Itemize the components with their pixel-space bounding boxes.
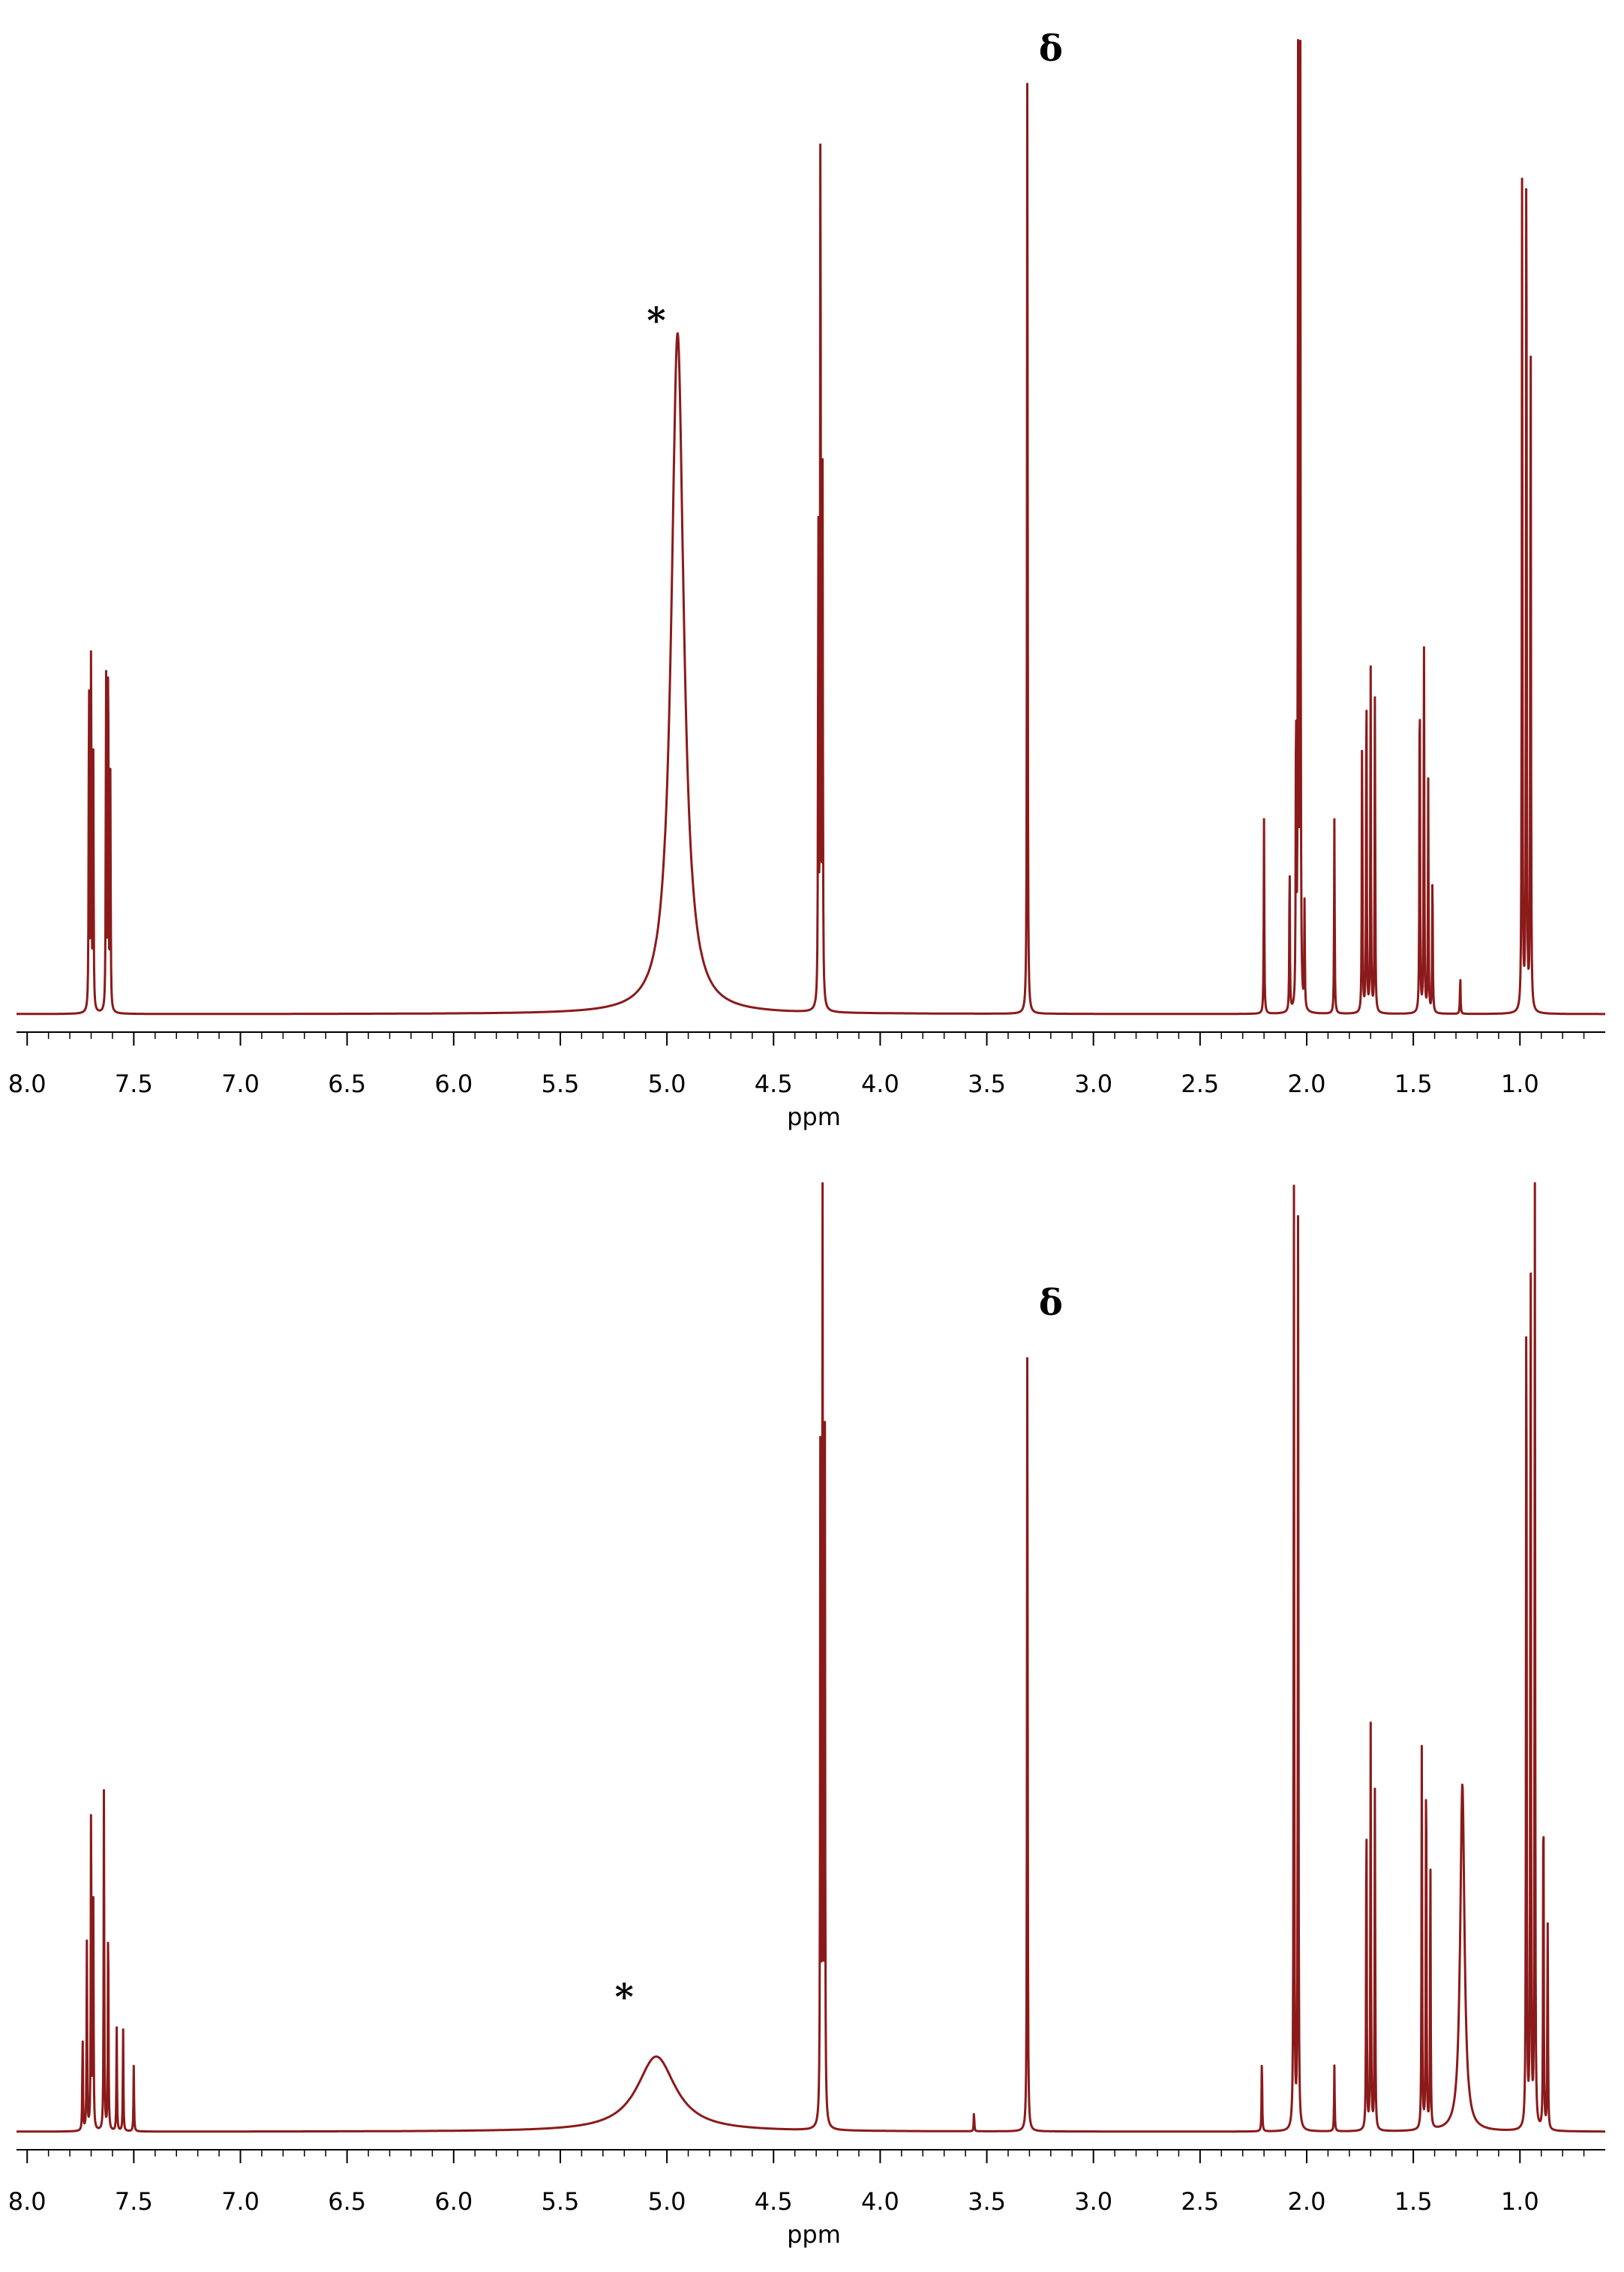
x-tick-label: 7.5 bbox=[115, 2187, 153, 2216]
x-tick-label: 5.5 bbox=[542, 1070, 580, 1098]
x-tick-label: 1.0 bbox=[1501, 1070, 1539, 1098]
spectrum-trace bbox=[16, 1182, 1606, 2133]
x-axis-title: ppm bbox=[787, 1103, 841, 1131]
x-tick-label: 7.5 bbox=[115, 1070, 153, 1098]
x-tick-label: 1.0 bbox=[1501, 2187, 1539, 2216]
x-tick-label: 2.0 bbox=[1288, 2187, 1326, 2216]
asterisk-annotation: * bbox=[647, 300, 665, 342]
x-tick-label: 6.0 bbox=[434, 2187, 473, 2216]
x-tick-label: 6.5 bbox=[328, 2187, 366, 2216]
x-axis-title: ppm bbox=[787, 2220, 841, 2249]
x-tick-label: 6.5 bbox=[328, 1070, 366, 1098]
x-tick-label: 3.5 bbox=[968, 2187, 1006, 2216]
x-tick-label: 4.5 bbox=[755, 2187, 793, 2216]
asterisk-annotation: * bbox=[615, 1976, 634, 2018]
x-tick-label: 8.0 bbox=[8, 1070, 47, 1098]
x-tick-label: 5.0 bbox=[648, 1070, 686, 1098]
x-tick-label: 7.0 bbox=[221, 1070, 260, 1098]
x-tick-label: 6.0 bbox=[434, 1070, 473, 1098]
x-tick-label: 3.5 bbox=[968, 1070, 1006, 1098]
x-tick-label: 2.5 bbox=[1181, 2187, 1219, 2216]
x-tick-label: 8.0 bbox=[8, 2187, 47, 2216]
spectrum-panel-top: 8.0 7.5 7.0 6.5 6.0 5.5 5.0 4.5 4.0 3.5 3.0 2.5 2.0 1… bbox=[8, 28, 1606, 1131]
delta-annotation: δ bbox=[1039, 1282, 1063, 1324]
x-tick-label: 2.0 bbox=[1288, 1070, 1326, 1098]
delta-annotation: δ bbox=[1039, 28, 1063, 70]
x-tick-label: 1.5 bbox=[1394, 2187, 1433, 2216]
x-tick-label: 3.0 bbox=[1074, 2187, 1112, 2216]
x-tick-label: 7.0 bbox=[221, 2187, 260, 2216]
x-tick-label: 4.5 bbox=[755, 1070, 793, 1098]
x-tick-label: 1.5 bbox=[1394, 1070, 1433, 1098]
x-tick-label: 2.5 bbox=[1181, 1070, 1219, 1098]
x-tick-label: 4.0 bbox=[861, 2187, 899, 2216]
spectrum-trace bbox=[16, 39, 1606, 1016]
x-tick-label: 4.0 bbox=[861, 1070, 899, 1098]
x-tick-label: 5.5 bbox=[542, 2187, 580, 2216]
x-tick-label: 5.0 bbox=[648, 2187, 686, 2216]
x-tick-label: 3.0 bbox=[1074, 1070, 1112, 1098]
spectrum-panel-bottom: 8.0 7.5 7.0 6.5 6.0 5.5 5.0 4.5 4.0 3.5 3.0 2.5 2.0 1… bbox=[8, 1182, 1606, 2249]
